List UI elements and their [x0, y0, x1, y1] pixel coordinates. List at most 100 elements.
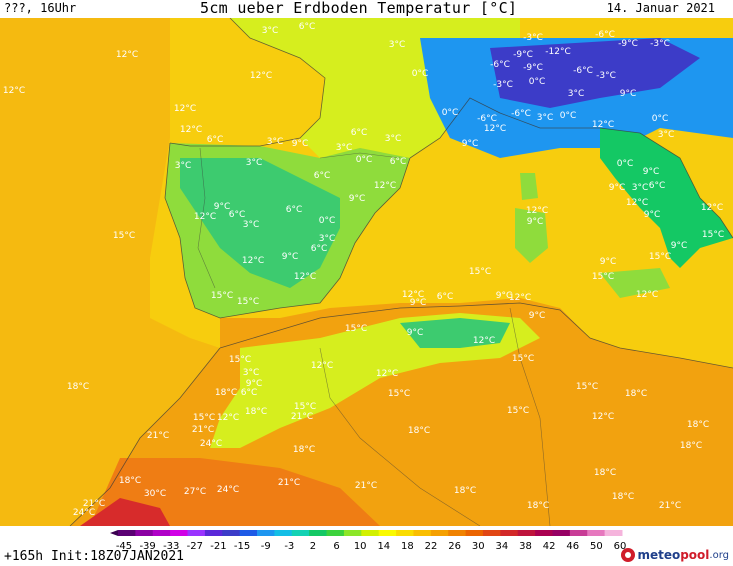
temperature-label: 15°C [294, 402, 316, 412]
temperature-label: 15°C [649, 252, 671, 262]
land-alps-core [490, 38, 700, 108]
land-atlas-core [400, 318, 510, 348]
color-swatch [430, 530, 449, 536]
temperature-label: 9°C [644, 210, 661, 220]
logo-text-pool: pool [680, 548, 710, 562]
temperature-label: 15°C [702, 230, 724, 240]
temperature-label: 18°C [245, 407, 267, 417]
temperature-label: -6°C [511, 109, 531, 119]
scale-min-arrow [110, 530, 118, 536]
temperature-label: 3°C [537, 113, 554, 123]
land-sardinia [515, 208, 548, 263]
temperature-label: 12°C [701, 203, 723, 213]
scale-tick-label: -9 [261, 541, 271, 552]
temperature-label: 3°C [385, 134, 402, 144]
scale-tick-label: 26 [448, 541, 461, 552]
color-swatch [517, 530, 536, 536]
temperature-label: 9°C [410, 298, 427, 308]
color-swatch [274, 530, 293, 536]
temperature-label: 12°C [3, 86, 25, 96]
temperature-label: 12°C [636, 290, 658, 300]
temperature-label: 15°C [113, 231, 135, 241]
temperature-label: 12°C [294, 272, 316, 282]
temperature-label: 3°C [336, 143, 353, 153]
color-swatch [291, 530, 310, 536]
temperature-label: 3°C [243, 368, 260, 378]
temperature-label: 12°C [484, 124, 506, 134]
coastlines [69, 18, 733, 526]
temperature-label: 3°C [262, 26, 279, 36]
color-scale-swatches [110, 530, 623, 536]
land-iberia-mountain [180, 158, 340, 288]
temperature-map: 12°C12°C12°C12°C12°C6°C3°C3°C0°C0°C-3°C-… [0, 18, 733, 526]
temperature-label: 15°C [592, 272, 614, 282]
temperature-label: 12°C [374, 181, 396, 191]
temperature-label: 9°C [214, 202, 231, 212]
temperature-label: 6°C [286, 205, 303, 215]
temperature-label: 12°C [592, 120, 614, 130]
logo-text-org: .org [709, 549, 729, 561]
temperature-label: 21°C [291, 412, 313, 422]
scale-tick-label: -39 [139, 541, 155, 552]
header-bar: ???, 16Uhr 5cm ueber Erdboden Temperatur… [0, 0, 733, 18]
temperature-label: 9°C [349, 194, 366, 204]
temperature-label: -3°C [596, 71, 616, 81]
color-swatch [135, 530, 154, 536]
temperature-label: 3°C [658, 130, 675, 140]
temperature-label: 18°C [454, 486, 476, 496]
temperature-label: 15°C [512, 354, 534, 364]
temperature-label: 0°C [412, 69, 429, 79]
temperature-label: 21°C [83, 499, 105, 509]
map-title: 5cm ueber Erdboden Temperatur [°C] [200, 0, 518, 17]
temperature-label: 15°C [193, 413, 215, 423]
scale-tick-label: -33 [163, 541, 179, 552]
color-swatch [257, 530, 275, 536]
logo-icon [621, 548, 636, 562]
temperature-label: -6°C [490, 60, 510, 70]
temperature-label: 0°C [560, 111, 577, 121]
site-logo[interactable]: meteo pool .org [621, 546, 729, 564]
color-swatch [587, 530, 606, 536]
temperature-label: 0°C [356, 155, 373, 165]
temperature-label: -12°C [545, 47, 570, 57]
temperature-label: 9°C [600, 257, 617, 267]
temperature-label: 12°C [250, 71, 272, 81]
temperature-label: 9°C [246, 379, 263, 389]
color-swatch [309, 530, 328, 536]
temperature-label: 3°C [175, 161, 192, 171]
temperature-label: 6°C [351, 128, 368, 138]
temperature-label: 0°C [652, 114, 669, 124]
temperature-label: 6°C [437, 292, 454, 302]
temperature-label: 3°C [319, 234, 336, 244]
temperature-label: 3°C [267, 137, 284, 147]
color-swatch [170, 530, 189, 536]
color-swatch [413, 530, 432, 536]
scale-tick-label: 6 [333, 541, 339, 552]
color-swatch [222, 530, 241, 536]
temperature-label: 18°C [293, 445, 315, 455]
temperature-label: 15°C [469, 267, 491, 277]
atlantic-ocean [0, 18, 220, 526]
color-swatch [535, 530, 553, 536]
temperature-label: 9°C [407, 328, 424, 338]
temperature-label: 21°C [192, 425, 214, 435]
scale-tick-label: 30 [472, 541, 485, 552]
temperature-label: 24°C [200, 439, 222, 449]
color-swatch [343, 530, 362, 536]
temperature-label: 18°C [625, 389, 647, 399]
scale-tick-label: 22 [425, 541, 438, 552]
temperature-label: 12°C [473, 336, 495, 346]
temperature-label: -3°C [493, 80, 513, 90]
color-swatch [448, 530, 467, 536]
temperature-label: 6°C [314, 171, 331, 181]
color-swatch [396, 530, 414, 536]
temperature-label: 12°C [242, 256, 264, 266]
scale-tick-label: 60 [614, 541, 627, 552]
temperature-label: 6°C [649, 181, 666, 191]
temperature-label: 21°C [355, 481, 377, 491]
scale-tick-label: -45 [116, 541, 132, 552]
scale-tick-label: 14 [377, 541, 390, 552]
temperature-label: 3°C [246, 158, 263, 168]
scale-tick-label: 42 [543, 541, 556, 552]
temperature-label: 0°C [617, 159, 634, 169]
